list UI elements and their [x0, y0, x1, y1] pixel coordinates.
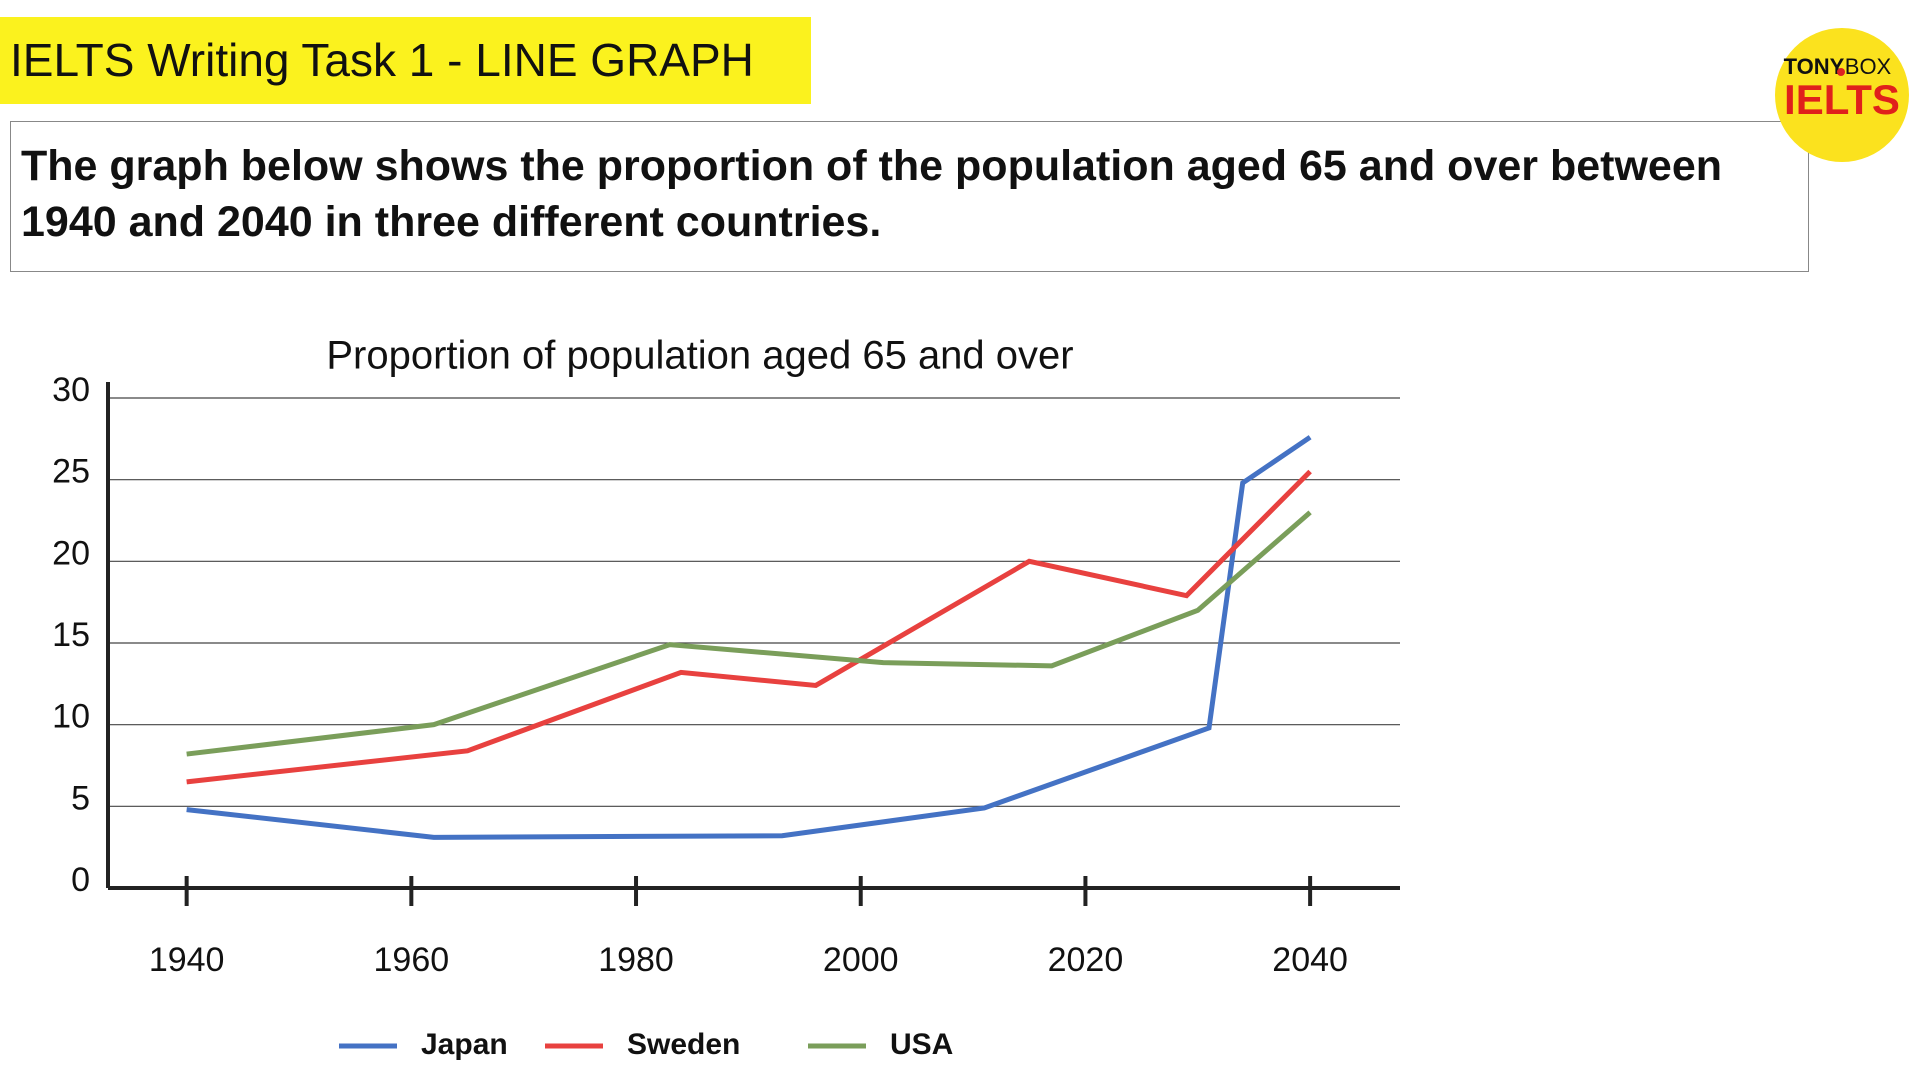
x-tick-label: 2020 [1048, 941, 1124, 979]
x-tick-label: 2040 [1272, 941, 1348, 979]
task-description: The graph below shows the proportion of … [10, 121, 1809, 272]
legend-label: Sweden [627, 1028, 740, 1061]
data-line [186, 469, 1312, 785]
y-tick-label: 20 [52, 534, 90, 572]
y-tick-label: 5 [71, 779, 90, 817]
logo-text: BOX [1845, 54, 1892, 79]
x-tick-label: 1980 [598, 941, 674, 979]
data-line [186, 435, 1312, 840]
legend-label: USA [890, 1028, 953, 1061]
y-tick-label: 25 [52, 453, 90, 491]
x-tick-label: 2000 [823, 941, 899, 979]
logo-dot [1837, 68, 1845, 76]
y-tick-label: 30 [52, 371, 90, 409]
chart-title: Proportion of population aged 65 and ove… [326, 334, 1073, 378]
x-tick-label: 1940 [149, 941, 225, 979]
logo-brand: IELTS [1784, 76, 1900, 123]
x-tick-label: 1960 [374, 941, 450, 979]
legend-label: Japan [421, 1028, 508, 1061]
logo: TONY BOX IELTS [1775, 28, 1909, 162]
data-line [186, 510, 1312, 757]
y-tick-label: 0 [71, 861, 90, 899]
logo-text: TONY [1784, 54, 1845, 79]
logo-circle [1775, 28, 1909, 162]
page-title: IELTS Writing Task 1 - LINE GRAPH [0, 17, 811, 104]
y-tick-label: 10 [52, 698, 90, 736]
y-tick-label: 15 [52, 616, 90, 654]
